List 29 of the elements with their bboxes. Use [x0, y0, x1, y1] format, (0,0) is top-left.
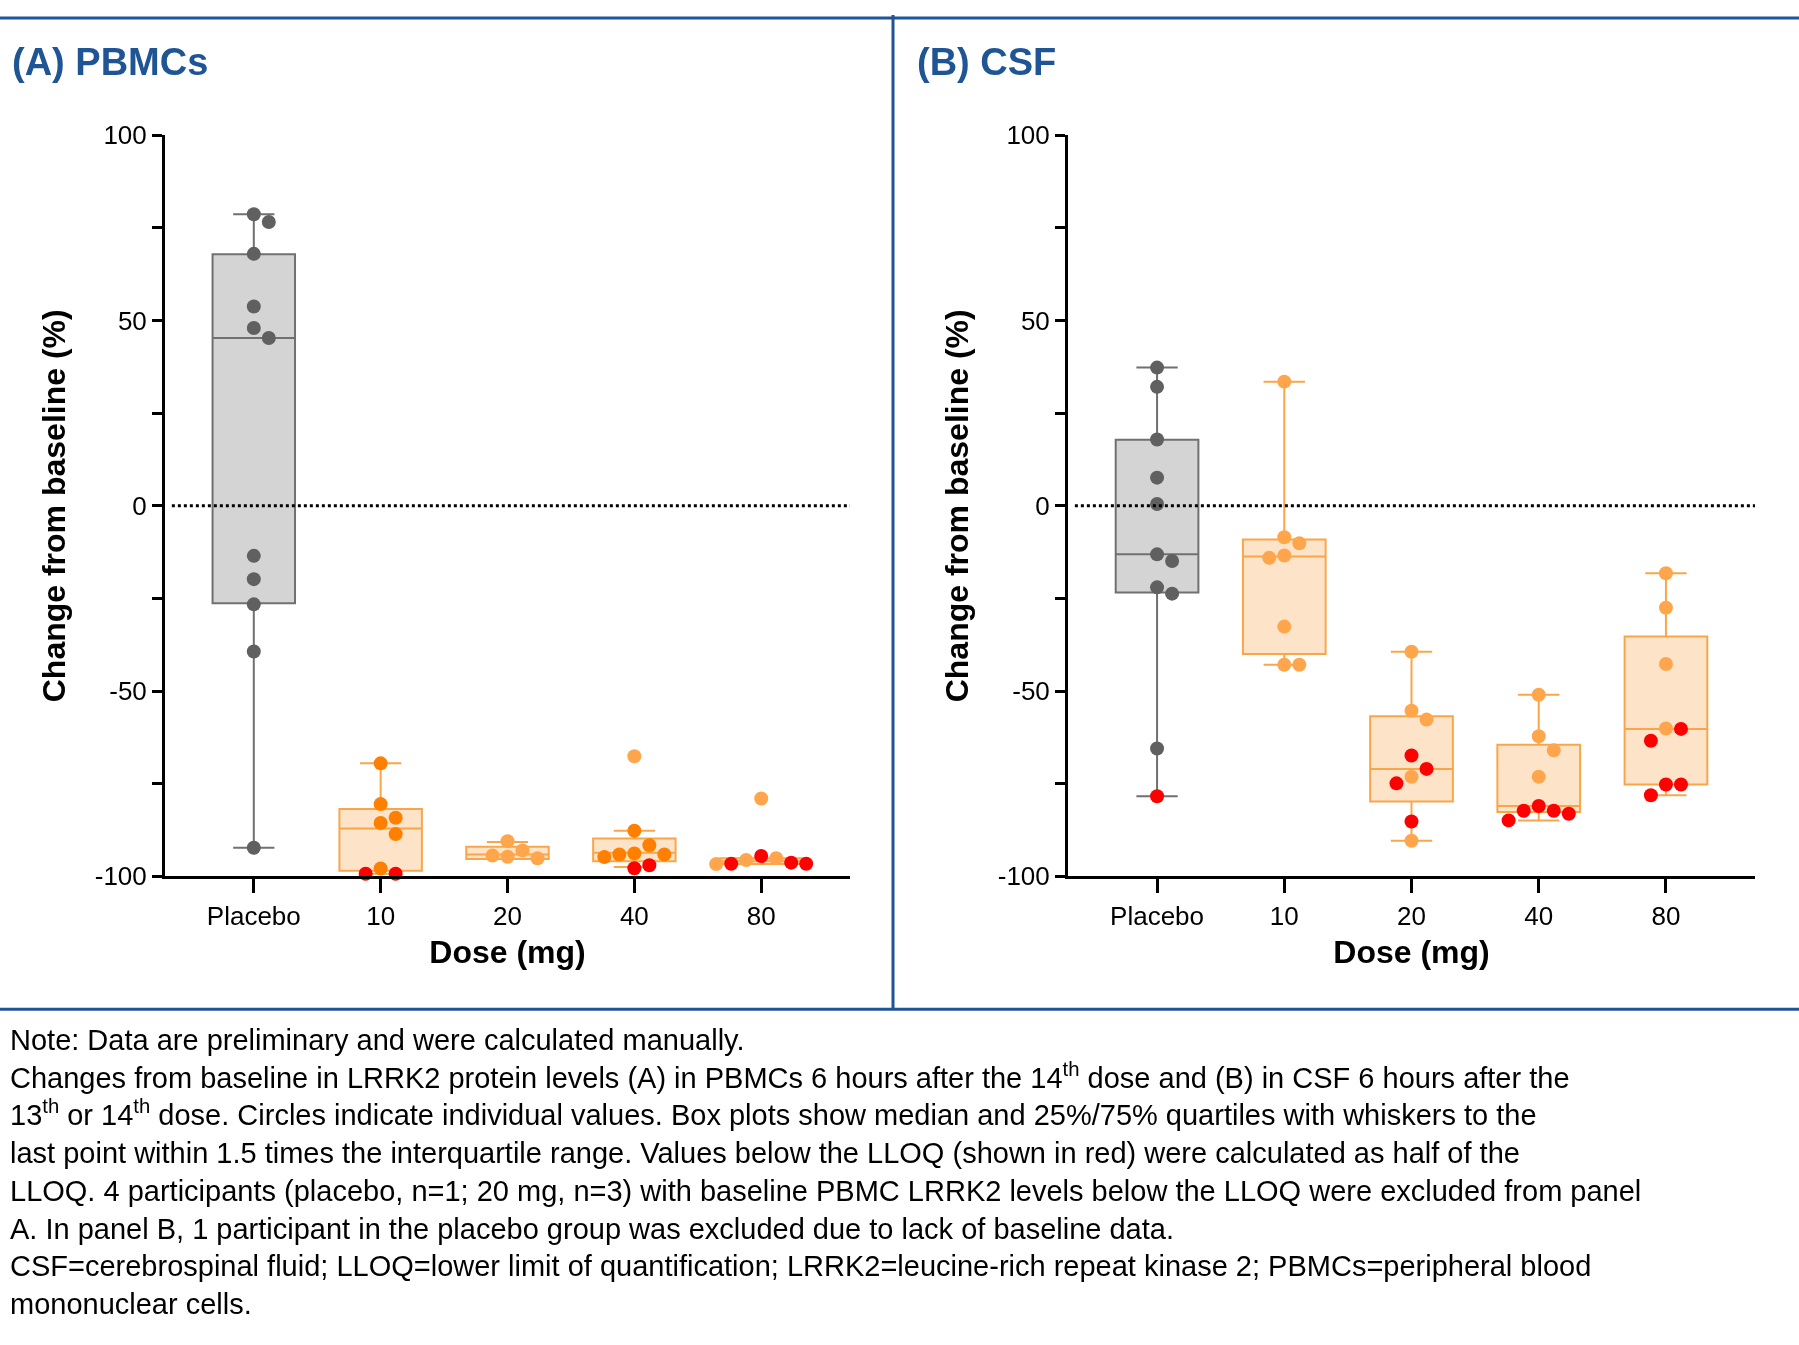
x-axis-title: Dose (mg) — [1333, 934, 1490, 971]
x-tick-label: 10 — [1269, 900, 1299, 931]
x-tick-label: 40 — [619, 900, 649, 931]
y-axis-title: Change from baseline (%) — [36, 309, 73, 703]
x-tick-label: 40 — [1524, 900, 1554, 931]
x-tick-label: 20 — [1397, 900, 1426, 931]
y-tick-label: 100 — [1006, 120, 1050, 151]
y-tick-label: -50 — [109, 676, 147, 707]
y-tick-label: 100 — [103, 120, 147, 151]
x-axis-title: Dose (mg) — [429, 934, 586, 971]
y-axis-title: Change from baseline (%) — [939, 309, 976, 703]
x-tick-label: Placebo — [206, 900, 301, 931]
y-tick-label: 50 — [117, 305, 147, 336]
y-tick-label: 0 — [1035, 490, 1050, 521]
y-tick-label: 0 — [132, 490, 147, 521]
x-tick-label: 80 — [746, 900, 776, 931]
y-tick-label: -100 — [997, 861, 1050, 892]
y-tick-label: -100 — [94, 861, 147, 892]
y-tick-label: 50 — [1020, 305, 1050, 336]
text: CSF=cerebrospinal fluid; LLOQ=lower limit of quantification; LRRK2=leucine-rich repeat kinase 2; PBMCs=peripheral blood mononuclear cells. — [10, 1250, 1592, 1320]
text: Note: Data are preliminary and were calculated manually. — [10, 1024, 745, 1056]
x-tick-label: 80 — [1651, 900, 1681, 931]
chart-title: (A) PBMCs — [12, 41, 209, 83]
x-tick-label: 10 — [366, 900, 396, 931]
chart-title: (B) CSF — [917, 41, 1057, 83]
text: Changes from baseline in LRRK2 protein levels (A) in PBMCs 6 hours after the 14$^{th}$ dose and (B) in CSF 6 hours after the 13$^{th}$ or 14$^{th}$ dose. Circles indicate individual values. Box plots show median and 25%/75% quartiles with whiskers to the last point within 1.5 times the interquartile range. Values below the LLOQ (shown in red) were calculated as half of the LLOQ. 4 participants (placebo, n=1; 20 mg, n=3) with baseline PBMC LRRK2 levels below the LLOQ were excluded from panel A. In panel B, 1 participant in the placebo group was excluded due to lack of baseline data. — [10, 1057, 1642, 1245]
x-tick-label: Placebo — [1110, 900, 1205, 931]
y-tick-label: -50 — [1012, 676, 1050, 707]
x-tick-label: 20 — [493, 900, 522, 931]
